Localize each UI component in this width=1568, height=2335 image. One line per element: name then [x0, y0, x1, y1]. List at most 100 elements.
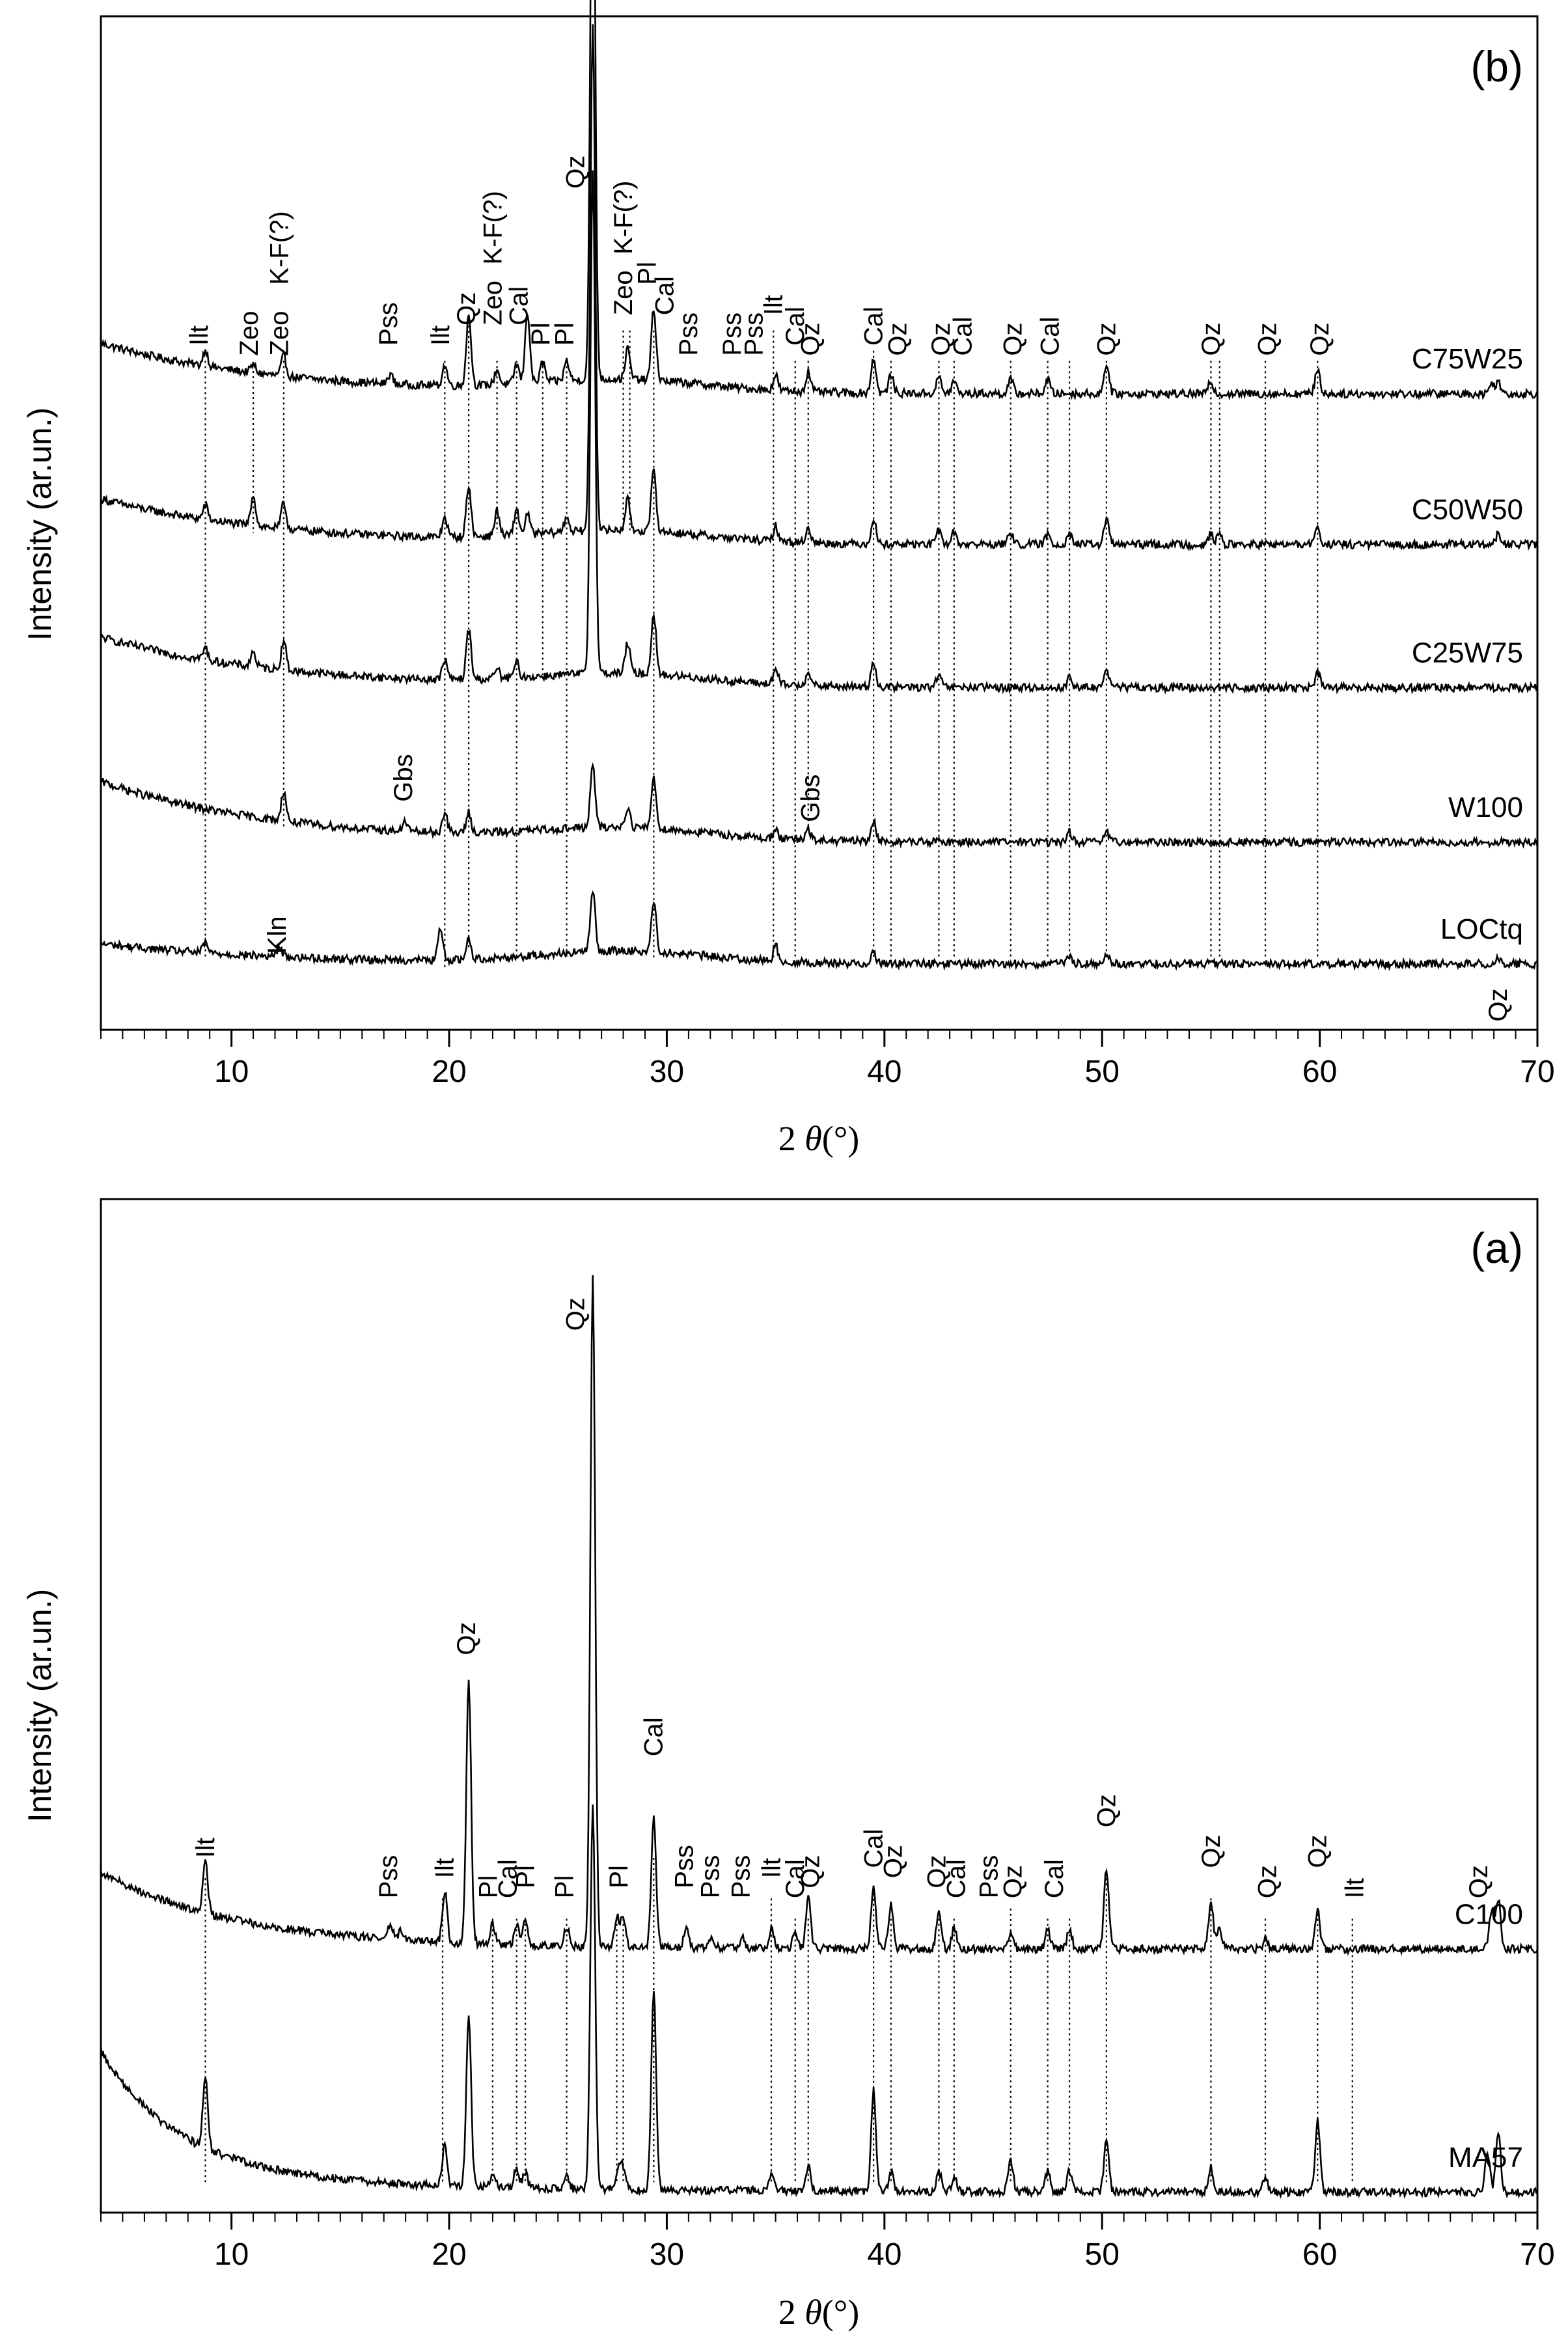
series-label-W100: W100: [1448, 792, 1523, 823]
panel-b-ylabel: Intensity (ar.un.): [21, 408, 58, 641]
panel-a-reference-lines: [204, 1858, 1353, 2183]
peak-label: Qz: [1465, 1865, 1493, 1898]
peak-label: Pss: [727, 1855, 756, 1899]
peak-label: Pss: [670, 1845, 699, 1888]
peak-label: Qz: [999, 1865, 1028, 1898]
peak-label: Pss: [374, 1855, 403, 1899]
peak-label: Ilt: [426, 325, 455, 346]
panel-a-x-tick-label: 10: [214, 2237, 249, 2272]
series-label-C50W50: C50W50: [1412, 494, 1523, 526]
panel-b-xlabel-prefix: 2: [778, 1119, 805, 1158]
panel-b-reference-lines: [204, 320, 1319, 969]
peak-label: Pl: [551, 322, 579, 346]
peak-label: Cal: [949, 317, 978, 356]
peak-label: Pss: [740, 312, 769, 356]
panel-b-x-tick-label: 70: [1520, 1055, 1554, 1089]
peak-label: K-F(?): [266, 211, 294, 284]
panel-b-x-tick-label: 50: [1085, 1055, 1120, 1089]
peak-label: Pss: [374, 302, 403, 346]
panel-a-x-axis: 10 20 30 40 50 60 70: [100, 2213, 1555, 2272]
panel-b-x-axis: 10 20 30 40 50 60 70: [100, 1030, 1555, 1089]
series-label-LOCtq: LOCtq: [1440, 913, 1523, 945]
panel-b-frame: [100, 15, 1539, 1031]
peak-label: Ilt: [760, 295, 788, 315]
peak-label: Ilt: [1341, 1878, 1369, 1898]
peak-label: Qz: [797, 322, 825, 355]
panel-b-x-tick-label: 10: [214, 1055, 249, 1089]
panel-a-x-tick-label: 30: [650, 2237, 684, 2272]
peak-label: Pl: [605, 1865, 633, 1888]
panel-b-x-tick-label: 20: [432, 1055, 466, 1089]
panel-b-x-tick-label: 60: [1302, 1055, 1337, 1089]
panel-a-xlabel-prefix: 2: [778, 2293, 805, 2332]
panel-a-traces: C100 MA57: [100, 1275, 1539, 2200]
peak-label: Cal: [1040, 1859, 1069, 1898]
peak-label: Qz: [452, 292, 481, 325]
peak-label: Pl: [511, 1865, 540, 1888]
panel-a-ylabel: Intensity (ar.un.): [21, 1589, 58, 1823]
peak-label: Cal: [781, 1859, 810, 1898]
series-label-C100: C100: [1455, 1898, 1523, 1930]
peak-label: Cal: [504, 286, 533, 325]
peak-label: Qz: [1197, 322, 1226, 355]
panel-b-label: (b): [1470, 42, 1523, 90]
peak-label: Zeo: [609, 270, 638, 315]
peak-label: Gbs: [389, 754, 418, 801]
peak-label: Zeo: [478, 281, 507, 325]
peak-label: Ilt: [191, 1838, 220, 1858]
peak-label: Zeo: [235, 311, 264, 356]
panel-b-traces: C75W25 C50W50 C25W75 W100 LOCtq: [100, 0, 1539, 972]
peak-label: Cal: [651, 276, 680, 315]
panel-b-xlabel-theta: θ: [805, 1119, 822, 1158]
peak-label: Qz: [452, 1622, 481, 1655]
peak-label: Qz: [561, 156, 590, 189]
panel-a-x-tick-label: 40: [867, 2237, 901, 2272]
panel-a-x-tick-label: 60: [1302, 2237, 1337, 2272]
peak-label: Qz: [1304, 1834, 1332, 1868]
peak-label: Qz: [1254, 1865, 1282, 1898]
panel-a-label: (a): [1470, 1224, 1523, 1272]
peak-label: Pl: [633, 262, 662, 285]
peak-label: K-F(?): [478, 191, 507, 264]
peak-label: Qz: [922, 1855, 951, 1888]
peak-label: Qz: [999, 322, 1028, 355]
peak-label: Ilt: [185, 325, 213, 346]
series-label-C75W25: C75W25: [1412, 343, 1523, 375]
peak-label: Qz: [879, 1845, 908, 1878]
trace-C50W50: [100, 24, 1538, 551]
peak-label: Qz: [797, 1855, 825, 1888]
peak-label: Cal: [781, 307, 810, 346]
peak-label: Qz: [883, 322, 912, 355]
peak-label: Cal: [942, 1859, 971, 1898]
peak-label: Cal: [860, 307, 888, 346]
peak-label: Qz: [927, 322, 956, 355]
panel-b-xlabel: 2 θ(°): [778, 1119, 860, 1158]
peak-label: Gbs: [797, 774, 825, 822]
peak-label: Kln: [263, 916, 292, 954]
panel-b-xlabel-unit: (°): [822, 1119, 860, 1158]
peak-label: Qz: [1197, 1834, 1226, 1868]
peak-label: Pss: [696, 1855, 725, 1899]
peak-label: Zeo: [266, 311, 294, 356]
panel-a-xlabel: 2 θ(°): [778, 2293, 860, 2332]
trace-MA57: [100, 1804, 1538, 2200]
panel-a-x-tick-label: 20: [432, 2237, 466, 2272]
peak-label: Pss: [975, 1855, 1004, 1899]
trace-C100: [100, 1275, 1539, 1956]
panel-b-x-tick-label: 40: [867, 1055, 901, 1089]
peak-label: Qz: [1092, 322, 1121, 355]
peak-label: Pss: [718, 312, 747, 356]
peak-label: K-F(?): [609, 181, 638, 255]
peak-label: Qz: [1254, 322, 1282, 355]
trace-LOCtq: [100, 890, 1538, 972]
peak-label: Pl: [475, 1875, 503, 1899]
trace-C25W75: [100, 170, 1539, 695]
panel-a-xlabel-theta: θ: [805, 2293, 822, 2332]
peak-label: Pl: [527, 322, 555, 346]
peak-label: Qz: [1092, 1794, 1121, 1827]
